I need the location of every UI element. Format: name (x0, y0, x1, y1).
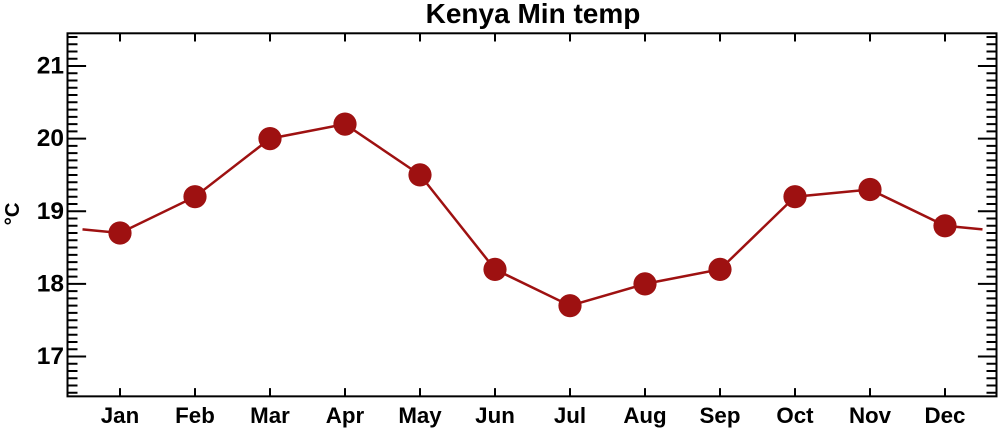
svg-text:21: 21 (37, 53, 64, 80)
svg-text:17: 17 (37, 343, 64, 370)
svg-text:Apr: Apr (326, 403, 365, 428)
svg-text:Jan: Jan (101, 403, 139, 428)
svg-text:Nov: Nov (849, 403, 892, 428)
svg-text:Oct: Oct (776, 403, 814, 428)
svg-text:°C: °C (1, 202, 24, 225)
svg-text:May: May (398, 403, 442, 428)
svg-text:Feb: Feb (175, 403, 215, 428)
svg-text:19: 19 (37, 198, 64, 225)
svg-text:Sep: Sep (700, 403, 741, 428)
svg-text:Dec: Dec (925, 403, 966, 428)
svg-text:Mar: Mar (250, 403, 290, 428)
svg-text:Jul: Jul (554, 403, 586, 428)
svg-text:20: 20 (37, 125, 64, 152)
svg-text:Kenya Min temp: Kenya Min temp (426, 0, 641, 29)
svg-text:Aug: Aug (623, 403, 666, 428)
svg-text:Jun: Jun (475, 403, 515, 428)
svg-text:18: 18 (37, 271, 64, 298)
